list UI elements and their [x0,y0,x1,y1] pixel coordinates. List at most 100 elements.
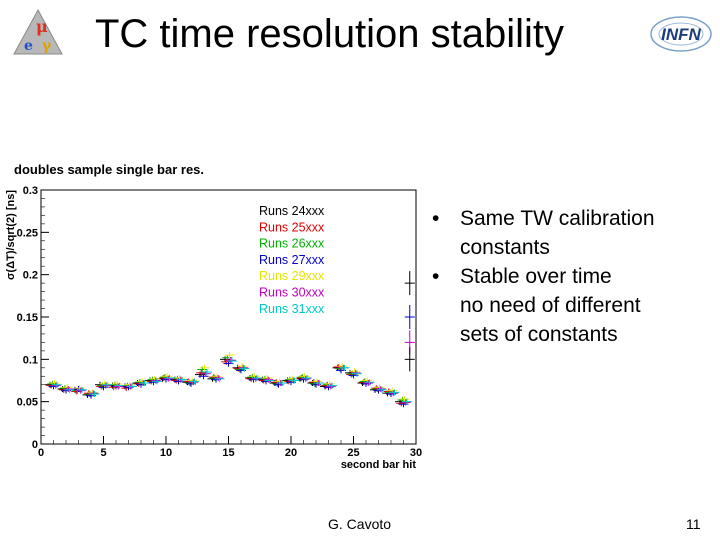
legend-entry: Runs 24xxx [259,204,325,218]
data-point [252,374,262,381]
svg-text:e: e [24,38,33,54]
legend-entry: Runs 27xxx [259,253,325,267]
data-point [238,364,249,371]
data-point [350,369,361,376]
legend-entry: Runs 30xxx [259,286,325,300]
data-point [213,374,224,381]
data-point [300,375,311,382]
y-tick-label: 0.3 [23,185,38,197]
data-point [289,377,300,384]
data-point [139,380,150,387]
data-point [327,382,337,389]
data-point [108,384,119,391]
data-point [196,369,207,376]
legend-entry: Runs 31xxx [259,302,325,316]
data-point [75,387,86,394]
bullet-line: Stable over time [460,265,612,288]
data-point [396,400,407,407]
data-point [264,377,275,384]
data-point [127,383,137,390]
x-tick-label: 20 [285,447,297,459]
bullet-list: • Same TW calibration constants • Stable… [430,204,715,349]
bullet-item: • Same TW calibration constants [430,204,715,262]
bullet-line: constants [460,236,550,259]
data-point [64,386,75,393]
legend-entry: Runs 26xxx [259,237,325,251]
data-point [202,369,212,376]
x-tick-label: 10 [160,447,172,459]
data-point [198,373,209,380]
x-tick-label: 0 [38,447,44,459]
data-point [214,375,225,382]
bullet-line: Same TW calibration [460,207,655,230]
data-point [302,374,312,381]
y-axis-label: σ(ΔT)/sqrt(2) [ns] [5,190,17,280]
svg-text:γ: γ [42,38,52,54]
y-tick-label: 0.2 [23,270,38,282]
x-tick-label: 25 [347,447,359,459]
data-point [71,388,82,395]
data-point [177,376,187,383]
x-tick-label: 30 [410,447,422,459]
y-tick-label: 0.25 [17,227,38,239]
data-point [377,386,387,393]
plot-frame [40,189,417,445]
x-tick-label: 15 [222,447,234,459]
x-tick-label: 5 [100,447,106,459]
data-point [100,382,111,389]
data-point [102,381,112,388]
data-point [402,398,412,405]
data-point [114,382,125,389]
meg-logo: μ e γ [13,8,63,55]
data-point [399,396,410,403]
svg-text:μ: μ [36,17,48,36]
data-point [400,399,411,406]
y-tick-label: 0.05 [17,397,38,409]
data-point [352,370,362,377]
y-tick-label: 0.1 [23,354,38,366]
data-point [314,380,325,387]
data-point [277,380,287,387]
data-point [239,365,250,372]
footer-author: G. Cavoto [328,516,392,532]
bullet-marker: • [432,207,440,230]
data-point [227,358,237,365]
data-point [389,389,400,396]
x-axis-label: second bar hit [341,459,417,471]
data-point [199,364,210,371]
data-point [404,305,415,329]
data-point [375,385,386,392]
data-point [339,364,350,371]
y-tick-label: 0.15 [17,312,38,324]
chart: 0 5 10 15 20 25 30 0 0.05 0.1 0.15 0.2 0.25 0.3 second… [5,185,422,471]
data-point [189,378,200,385]
bullet-line: no need of different [460,294,641,317]
data-point [52,381,62,388]
data-point [188,379,199,386]
data-point [404,271,415,296]
bullet-line: sets of constants [460,323,618,346]
data-point [152,378,162,385]
data-point [163,375,174,382]
data-point [325,383,336,390]
data-point [364,379,375,386]
data-point [404,347,415,372]
data-point [88,390,99,397]
slide-title: TC time resolution stability [95,12,565,56]
data-point [77,386,87,393]
bullet-marker: • [432,265,440,288]
data-point [63,385,74,392]
y-tick-label: 0 [32,439,38,451]
data-point [388,390,399,397]
legend-entry: Runs 25xxx [259,220,325,234]
bullet-item: • Stable over time no need of different … [430,262,715,349]
data-point [113,383,124,390]
page-number: 11 [686,516,701,532]
legend-entry: Runs 29xxx [259,269,325,283]
data-point [250,375,261,382]
data-point [150,377,161,384]
data-point [89,391,100,398]
data-point [263,376,274,383]
data-point [50,382,61,389]
infn-logo: INFN [650,16,712,52]
